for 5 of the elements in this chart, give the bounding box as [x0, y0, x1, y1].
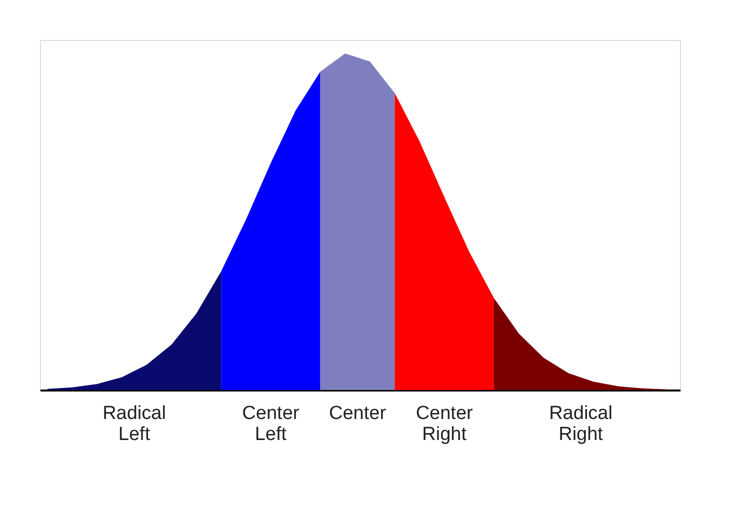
- series-label: Radical Right: [549, 403, 612, 445]
- series-label: Radical Left: [102, 403, 166, 445]
- series-label: Center: [329, 403, 387, 424]
- series-label: Center Right: [416, 403, 474, 445]
- series-label: Center Left: [242, 403, 300, 445]
